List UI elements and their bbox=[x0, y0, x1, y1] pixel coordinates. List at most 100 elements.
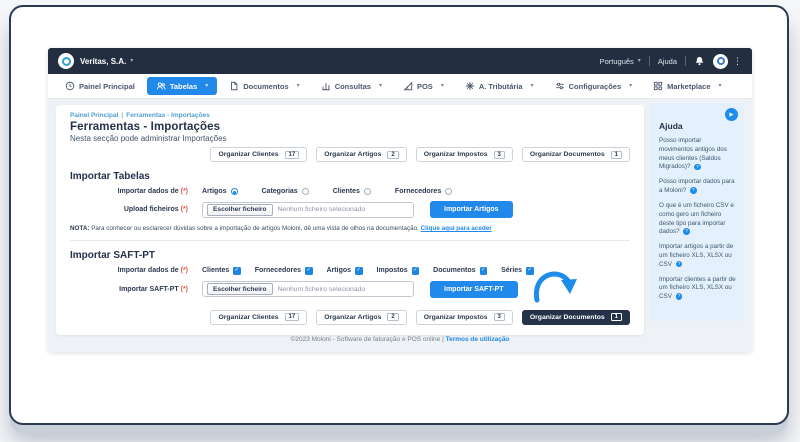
nav-item-label: Documentos bbox=[243, 81, 289, 91]
organize-button[interactable]: Organizar Impostos 3 bbox=[415, 309, 513, 325]
help-panel: ▶ Ajuda Posso importar movimentos antigo… bbox=[650, 103, 744, 321]
file-input[interactable]: Escolher ficheiro Nenhum ficheiro seleci… bbox=[202, 201, 414, 218]
radio-option[interactable]: Clientes bbox=[333, 188, 371, 195]
footer-text: ©2023 Moloni - Software de faturação e P… bbox=[290, 336, 441, 343]
chevron-down-icon: ▾ bbox=[530, 83, 534, 89]
help-link[interactable]: Importar artigos a partir de um ficheiro… bbox=[659, 243, 737, 269]
checkbox-option[interactable]: Artigos ✓ bbox=[327, 267, 363, 275]
chevron-down-icon: ▾ bbox=[296, 83, 300, 89]
checkbox-icon[interactable]: ✓ bbox=[355, 267, 363, 275]
kebab-menu-icon[interactable]: ⋮ bbox=[733, 55, 742, 66]
organize-button[interactable]: Organizar Clientes 17 bbox=[210, 147, 308, 162]
help-link-text: O que é um ficheiro CSV e como gero um f… bbox=[659, 201, 734, 236]
nav-item-marketplace[interactable]: Marketplace ▾ bbox=[644, 77, 730, 95]
checkbox-icon[interactable]: ✓ bbox=[479, 267, 488, 275]
notifications-bell-icon[interactable] bbox=[694, 55, 705, 67]
nav-item-pos[interactable]: POS ▾ bbox=[394, 77, 453, 95]
organize-button-label: Organizar Clientes bbox=[218, 151, 279, 158]
choose-file-button[interactable]: Escolher ficheiro bbox=[207, 283, 273, 295]
terms-link[interactable]: Termos de utilização bbox=[445, 336, 510, 343]
count-badge: 1 bbox=[610, 150, 622, 159]
organize-button[interactable]: Organizar Clientes 17 bbox=[210, 309, 308, 325]
count-badge: 17 bbox=[284, 150, 300, 159]
help-link[interactable]: Posso importar dados para a Moloni? ? bbox=[659, 178, 737, 196]
field-label: Importar dados de (*) bbox=[117, 267, 188, 275]
radio-icon[interactable] bbox=[230, 188, 238, 195]
help-link[interactable]: Importar clientes a partir de um ficheir… bbox=[659, 276, 737, 302]
user-avatar[interactable] bbox=[713, 53, 728, 69]
help-item-icon: ? bbox=[675, 260, 683, 268]
organize-button[interactable]: Organizar Artigos 2 bbox=[316, 147, 407, 162]
radio-icon[interactable] bbox=[363, 188, 371, 195]
form-row-import-data: Importar dados de (*) Artigos Categorias C… bbox=[70, 188, 630, 195]
nav-item-painel[interactable]: Painel Principal bbox=[56, 77, 144, 95]
checkbox-option[interactable]: Documentos ✓ bbox=[433, 267, 488, 275]
marketplace-grid-icon bbox=[653, 81, 663, 91]
radio-option[interactable]: Artigos bbox=[202, 188, 238, 195]
checkbox-icon[interactable]: ✓ bbox=[305, 267, 313, 275]
company-logo bbox=[58, 53, 74, 69]
radio-icon[interactable] bbox=[445, 188, 453, 195]
company-name[interactable]: Veritas, S.A. bbox=[80, 56, 127, 66]
help-link[interactable]: Posso importar movimentos antigos dos me… bbox=[659, 137, 737, 172]
organize-button[interactable]: Organizar Impostos 3 bbox=[415, 147, 513, 162]
checkbox-label: Artigos bbox=[326, 267, 352, 275]
checkbox-icon[interactable]: ✓ bbox=[411, 267, 420, 275]
breadcrumb-item[interactable]: Painel Principal bbox=[70, 112, 119, 119]
chevron-down-icon: ▾ bbox=[637, 58, 641, 64]
checkbox-option[interactable]: Clientes ✓ bbox=[202, 267, 241, 275]
nav-item-tabelas[interactable]: Tabelas ▾ bbox=[146, 77, 218, 95]
import-artigos-button[interactable]: Importar Artigos bbox=[430, 201, 513, 218]
checkbox-icon[interactable]: ✓ bbox=[526, 267, 534, 275]
field-label: Upload ficheiros (*) bbox=[123, 206, 188, 213]
language-label: Português bbox=[599, 56, 634, 66]
nav-item-documentos[interactable]: Documentos ▾ bbox=[220, 77, 308, 95]
checkbox-label: Impostos bbox=[376, 267, 408, 275]
page-title: Ferramentas - Importações bbox=[70, 121, 221, 133]
choose-file-button[interactable]: Escolher ficheiro bbox=[207, 203, 273, 216]
help-link[interactable]: Ajuda bbox=[657, 56, 677, 66]
checkbox-option[interactable]: Séries ✓ bbox=[501, 267, 534, 275]
chart-icon bbox=[321, 81, 331, 91]
help-link-text: Importar artigos a partir de um ficheiro… bbox=[659, 243, 734, 268]
radio-icon[interactable] bbox=[301, 188, 309, 195]
nav-item-label: Marketplace bbox=[667, 81, 711, 91]
note-link[interactable]: Clique aqui para aceder bbox=[420, 225, 492, 232]
import-saft-button[interactable]: Importar SAFT-PT bbox=[430, 280, 518, 298]
count-badge: 1 bbox=[610, 313, 622, 321]
organize-button[interactable]: Organizar Documentos 1 bbox=[521, 309, 630, 325]
file-input[interactable]: Escolher ficheiro Nenhum ficheiro seleci… bbox=[202, 281, 414, 297]
radio-label: Categorias bbox=[261, 188, 298, 195]
organize-button-label: Organizar Documentos bbox=[529, 151, 605, 158]
radio-label: Artigos bbox=[202, 188, 227, 195]
nav-item-tributaria[interactable]: A. Tributária ▾ bbox=[456, 77, 543, 95]
help-collapse-button[interactable]: ▶ bbox=[725, 108, 738, 121]
organize-button-label: Organizar Artigos bbox=[324, 313, 382, 321]
checkbox-icon[interactable]: ✓ bbox=[233, 267, 241, 275]
form-row-saft-upload: Importar SAFT-PT (*) Escolher ficheiro N… bbox=[70, 280, 630, 298]
organize-button-label: Organizar Clientes bbox=[218, 313, 279, 321]
nav-item-consultas[interactable]: Consultas ▾ bbox=[312, 77, 391, 95]
help-item-icon: ? bbox=[675, 293, 683, 300]
organize-buttons-row-bottom: Organizar Clientes 17 Organizar Artigos 2 Or… bbox=[70, 271, 630, 325]
organize-button[interactable]: Organizar Artigos 2 bbox=[316, 309, 407, 325]
checkbox-label: Documentos bbox=[433, 267, 476, 275]
help-link[interactable]: O que é um ficheiro CSV e como gero um f… bbox=[659, 202, 737, 237]
divider bbox=[648, 56, 650, 66]
organize-button[interactable]: Organizar Documentos 1 bbox=[521, 147, 630, 162]
language-selector[interactable]: Português ▾ bbox=[600, 57, 641, 66]
checkbox-option[interactable]: Fornecedores ✓ bbox=[255, 267, 313, 275]
radio-option[interactable]: Categorias bbox=[262, 188, 309, 195]
checkbox-group: Clientes ✓ Fornecedores ✓ Artigos ✓ Impostos ✓ D… bbox=[202, 267, 534, 275]
chevron-down-icon: ▾ bbox=[629, 83, 633, 89]
checkbox-option[interactable]: Impostos ✓ bbox=[377, 267, 420, 275]
count-badge: 3 bbox=[493, 150, 505, 159]
count-badge: 2 bbox=[387, 150, 399, 159]
help-item-icon: ? bbox=[683, 228, 690, 235]
form-row-upload: Upload ficheiros (*) Escolher ficheiro N… bbox=[70, 201, 630, 218]
organize-buttons-row-top: Organizar Clientes 17 Organizar Artigos 2 Or… bbox=[70, 147, 630, 162]
checkbox-label: Fornecedores bbox=[254, 267, 302, 275]
organize-button-label: Organizar Impostos bbox=[423, 313, 488, 321]
nav-item-configuracoes[interactable]: Configurações ▾ bbox=[546, 77, 642, 95]
radio-option[interactable]: Fornecedores bbox=[395, 188, 453, 195]
